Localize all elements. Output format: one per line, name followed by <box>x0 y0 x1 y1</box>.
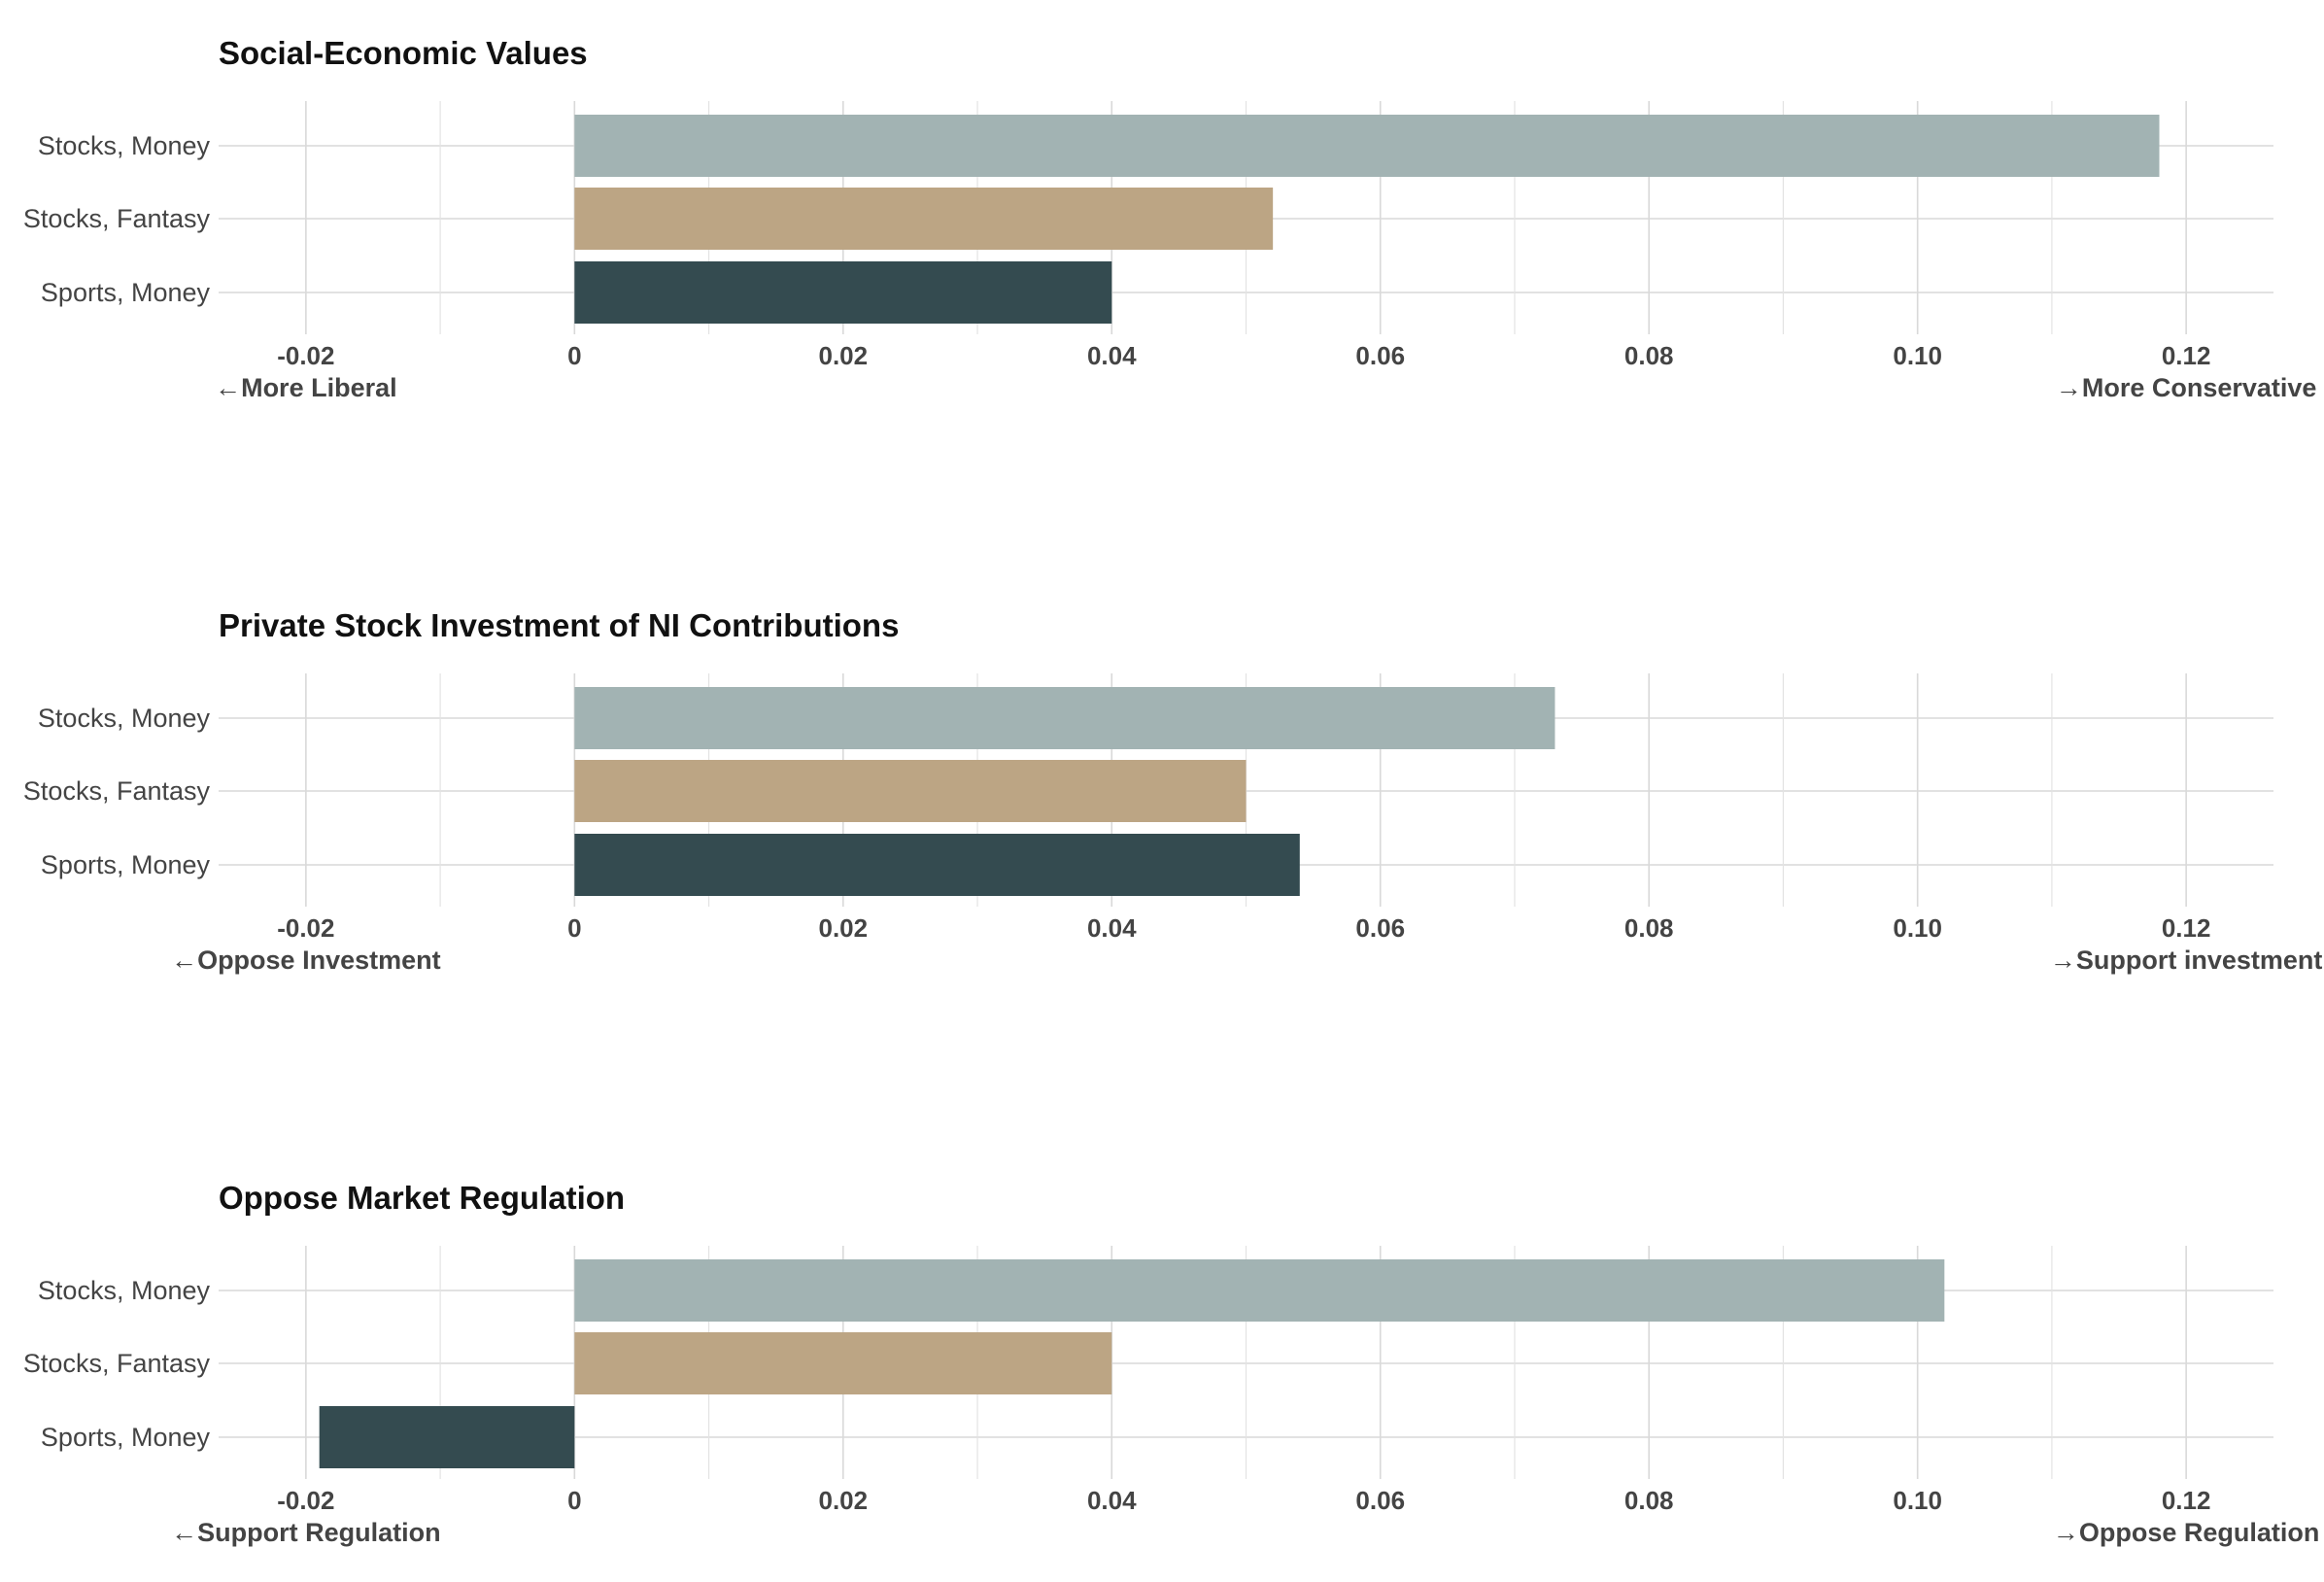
category-label: Stocks, Fantasy <box>23 204 211 233</box>
x-tick-label: 0.10 <box>1893 913 1942 943</box>
bar-sports-money <box>574 261 1112 324</box>
category-label: Stocks, Fantasy <box>23 1349 211 1378</box>
category-label: Sports, Money <box>41 850 211 879</box>
bar-sports-money <box>319 1406 575 1468</box>
category-label: Sports, Money <box>41 278 211 307</box>
x-tick-label: 0 <box>567 1486 581 1515</box>
category-label: Stocks, Money <box>38 1276 211 1305</box>
bar-sports-money <box>574 834 1300 896</box>
category-label: Sports, Money <box>41 1423 211 1452</box>
bar-stocks-fantasy <box>574 760 1247 822</box>
right-direction-label: →Oppose Regulation <box>2053 1518 2320 1547</box>
bar-stocks-money <box>574 1259 1945 1322</box>
bar-stocks-money <box>574 115 2160 177</box>
x-tick-label: 0 <box>567 913 581 943</box>
x-tick-label: 0.06 <box>1355 1486 1405 1515</box>
x-tick-label: 0.02 <box>818 1486 868 1515</box>
x-tick-label: 0 <box>567 341 581 370</box>
x-tick-label: -0.02 <box>277 913 334 943</box>
x-tick-label: 0.04 <box>1087 913 1137 943</box>
right-direction-label: →Support investment <box>2050 946 2323 975</box>
x-tick-label: -0.02 <box>277 341 334 370</box>
x-tick-label: 0.12 <box>2162 1486 2211 1515</box>
category-label: Stocks, Money <box>38 131 211 160</box>
left-direction-label: ←Oppose Investment <box>171 946 441 975</box>
x-tick-label: 0.08 <box>1624 913 1674 943</box>
category-label: Stocks, Money <box>38 704 211 733</box>
x-tick-label: 0.06 <box>1355 341 1405 370</box>
chart-panel-2: Private Stock Investment of NI Contribut… <box>23 607 2322 975</box>
x-tick-label: 0.06 <box>1355 913 1405 943</box>
right-direction-label: →More Conservative <box>2056 373 2317 402</box>
chart-panel-3: Oppose Market Regulation Stocks, Money Sto… <box>23 1180 2319 1547</box>
left-direction-label: ←Support Regulation <box>171 1518 440 1547</box>
chart-title: Private Stock Investment of NI Contribut… <box>219 607 899 643</box>
bar-stocks-money <box>574 687 1555 749</box>
x-tick-label: 0.08 <box>1624 1486 1674 1515</box>
chart-title: Oppose Market Regulation <box>219 1180 625 1216</box>
x-tick-label: 0.12 <box>2162 341 2211 370</box>
x-tick-label: 0.02 <box>818 341 868 370</box>
x-tick-label: 0.10 <box>1893 341 1942 370</box>
category-label: Stocks, Fantasy <box>23 776 211 806</box>
x-tick-label: -0.02 <box>277 1486 334 1515</box>
x-tick-label: 0.02 <box>818 913 868 943</box>
x-tick-label: 0.04 <box>1087 1486 1137 1515</box>
x-tick-label: 0.10 <box>1893 1486 1942 1515</box>
chart-panel-1: Social-Economic Values Stocks, Money Stock… <box>23 35 2317 402</box>
x-tick-label: 0.04 <box>1087 341 1137 370</box>
x-tick-label: 0.12 <box>2162 913 2211 943</box>
x-tick-label: 0.08 <box>1624 341 1674 370</box>
bar-stocks-fantasy <box>574 1332 1112 1394</box>
bar-stocks-fantasy <box>574 188 1274 250</box>
chart-title: Social-Economic Values <box>219 35 588 71</box>
left-direction-label: ←More Liberal <box>215 373 397 402</box>
